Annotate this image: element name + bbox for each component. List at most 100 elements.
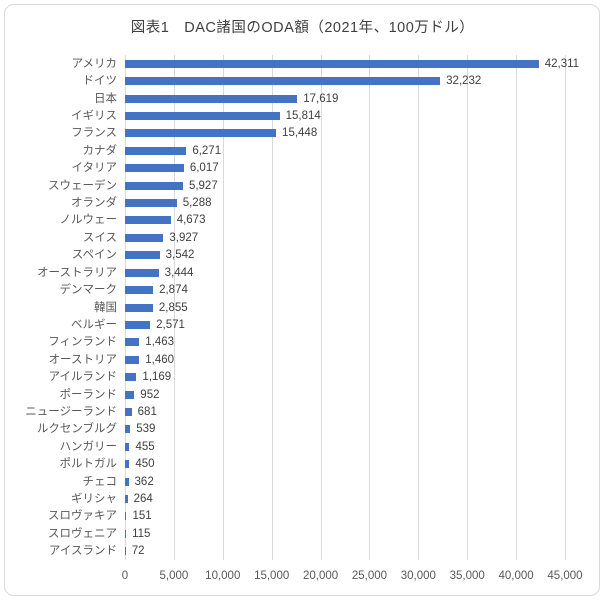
value-label: 264 bbox=[133, 493, 153, 506]
x-axis-tick-label: 20,000 bbox=[302, 570, 339, 582]
bar bbox=[125, 77, 441, 86]
bar bbox=[125, 442, 130, 451]
gridline bbox=[222, 55, 224, 560]
category-label: ハンガリー bbox=[59, 440, 118, 453]
category-label: 韓国 bbox=[94, 301, 117, 314]
category-label: イギリス bbox=[71, 109, 117, 122]
gridline bbox=[565, 55, 566, 560]
x-axis-tick-label: 40,000 bbox=[498, 570, 534, 582]
bar bbox=[125, 547, 126, 556]
value-label: 42,311 bbox=[544, 57, 580, 70]
bar bbox=[125, 495, 128, 504]
gridline bbox=[467, 55, 469, 560]
bar bbox=[125, 460, 130, 469]
value-label: 1,169 bbox=[142, 371, 172, 384]
value-label: 2,571 bbox=[156, 318, 185, 331]
value-label: 2,874 bbox=[159, 284, 188, 297]
bar bbox=[125, 477, 129, 486]
gridline bbox=[516, 55, 518, 560]
bar bbox=[125, 286, 154, 295]
bar bbox=[125, 268, 159, 277]
category-label: スロヴェニア bbox=[48, 527, 117, 540]
bar bbox=[125, 512, 127, 521]
value-label: 455 bbox=[135, 440, 155, 453]
category-label: オーストリア bbox=[48, 353, 117, 366]
bar bbox=[125, 303, 153, 312]
category-label: アイスランド bbox=[48, 545, 117, 558]
category-label: ポーランド bbox=[59, 388, 118, 401]
bar bbox=[125, 320, 151, 329]
value-label: 6,271 bbox=[192, 144, 222, 157]
category-label: ポルトガル bbox=[59, 458, 118, 471]
category-label: オランダ bbox=[71, 197, 117, 210]
category-label: イタリア bbox=[71, 162, 117, 175]
x-axis-tick-label: 0 bbox=[121, 570, 129, 582]
category-label: アメリカ bbox=[71, 57, 117, 70]
bar bbox=[125, 111, 280, 120]
gridline bbox=[369, 55, 371, 560]
category-label: スウェーデン bbox=[48, 179, 117, 192]
bar bbox=[125, 233, 164, 242]
category-label: ノルウェー bbox=[59, 214, 118, 227]
bar bbox=[125, 407, 132, 416]
x-axis-tick-label: 5,000 bbox=[159, 570, 189, 582]
x-axis-tick-label: 35,000 bbox=[449, 570, 485, 582]
value-label: 4,673 bbox=[176, 214, 206, 227]
category-label: スロヴァキア bbox=[48, 510, 117, 523]
category-label: ルクセンブルグ bbox=[36, 423, 117, 436]
value-label: 450 bbox=[135, 458, 155, 471]
x-axis-tick-label: 25,000 bbox=[351, 570, 388, 582]
bar bbox=[125, 338, 140, 347]
gridline bbox=[271, 55, 273, 560]
value-label: 1,460 bbox=[145, 353, 175, 366]
category-label: ギリシャ bbox=[71, 493, 117, 506]
category-label: ドイツ bbox=[82, 75, 118, 88]
bar bbox=[125, 529, 127, 538]
x-axis-tick-label: 15,000 bbox=[254, 570, 290, 582]
category-label: スペイン bbox=[71, 249, 117, 262]
value-label: 539 bbox=[136, 423, 156, 436]
category-label: スイス bbox=[82, 231, 117, 244]
value-label: 72 bbox=[131, 545, 145, 558]
bar bbox=[125, 390, 135, 399]
category-label: デンマーク bbox=[59, 284, 118, 297]
bar bbox=[125, 94, 298, 103]
value-label: 3,542 bbox=[165, 249, 195, 262]
bar bbox=[125, 181, 183, 190]
gridline bbox=[320, 55, 322, 560]
value-label: 3,444 bbox=[164, 266, 194, 279]
value-label: 681 bbox=[137, 405, 157, 418]
x-axis-tick-label: 30,000 bbox=[400, 570, 436, 582]
bar bbox=[125, 164, 184, 173]
category-label: フランス bbox=[71, 127, 117, 140]
bar bbox=[125, 216, 171, 225]
value-label: 2,855 bbox=[158, 301, 188, 314]
value-label: 32,232 bbox=[446, 75, 482, 88]
value-label: 15,448 bbox=[282, 127, 318, 140]
category-label: チェコ bbox=[82, 475, 118, 488]
gridline bbox=[173, 55, 175, 560]
x-axis-tick-label: 45,000 bbox=[547, 570, 583, 582]
value-label: 362 bbox=[134, 475, 154, 488]
x-axis-tick-label: 10,000 bbox=[205, 570, 241, 582]
value-label: 3,927 bbox=[169, 231, 199, 244]
value-label: 5,927 bbox=[188, 179, 218, 192]
bar bbox=[125, 129, 277, 138]
value-label: 6,017 bbox=[189, 162, 219, 175]
gridline bbox=[418, 55, 420, 560]
bar bbox=[125, 146, 187, 155]
bar bbox=[125, 251, 160, 260]
category-label: ベルギー bbox=[71, 318, 117, 331]
value-label: 15,814 bbox=[285, 109, 321, 122]
category-label: ニュージーランド bbox=[25, 405, 117, 418]
value-label: 17,619 bbox=[303, 92, 339, 105]
category-label: アイルランド bbox=[48, 371, 117, 384]
value-label: 151 bbox=[132, 510, 152, 523]
category-label: 日本 bbox=[94, 92, 117, 105]
category-label: フィンランド bbox=[48, 336, 117, 349]
value-label: 5,288 bbox=[182, 197, 212, 210]
bar bbox=[125, 199, 177, 208]
chart-title: 図表1 DAC諸国のODA額（2021年、100万ドル） bbox=[130, 20, 475, 36]
bar bbox=[125, 59, 539, 68]
